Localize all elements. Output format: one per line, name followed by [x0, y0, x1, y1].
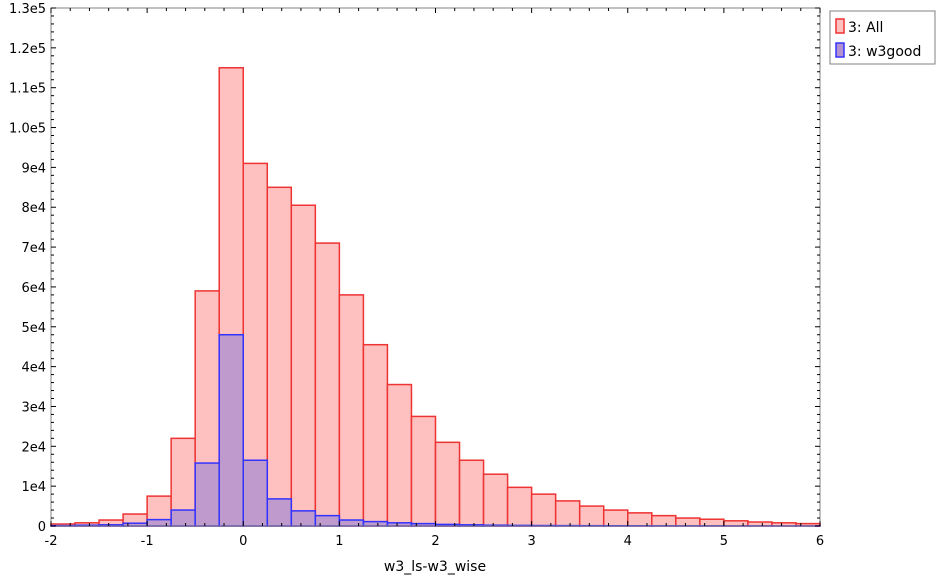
bar — [290, 204, 317, 527]
legend-label: 3: All — [848, 20, 883, 36]
y-tick-label: 1.2e5 — [9, 42, 46, 57]
x-tick-label: 3 — [527, 534, 535, 549]
bar — [482, 473, 509, 527]
y-tick-label: 8e4 — [21, 201, 46, 216]
y-tick-label: 9e4 — [21, 161, 46, 176]
bar — [362, 520, 389, 527]
y-tick-label: 1.0e5 — [9, 122, 46, 137]
bar — [362, 343, 389, 527]
y-tick-label: 4e4 — [21, 361, 46, 376]
bar — [506, 486, 533, 527]
bar — [338, 519, 365, 527]
x-tick-label: 4 — [624, 534, 632, 549]
legend-swatch — [835, 42, 845, 58]
y-tick-label: 5e4 — [21, 321, 46, 336]
y-tick-label: 2e4 — [21, 440, 46, 455]
bar — [410, 415, 437, 527]
bars-layer — [50, 67, 821, 527]
x-tick-label: -1 — [141, 534, 154, 549]
bar — [218, 333, 244, 527]
bar — [290, 510, 317, 527]
x-tick-label: 5 — [720, 534, 728, 549]
bar — [699, 518, 725, 527]
y-tick-label: 1e4 — [21, 480, 46, 495]
bar — [651, 514, 677, 527]
bar — [194, 462, 220, 527]
legend-box — [829, 10, 936, 65]
bar — [386, 383, 413, 527]
x-tick-label: 0 — [239, 534, 247, 549]
bar — [434, 441, 461, 527]
bar — [266, 498, 293, 527]
legend: 3: All 3: w3good — [829, 10, 936, 65]
x-tick-label: 2 — [431, 534, 439, 549]
bar — [627, 512, 653, 527]
bar — [554, 500, 581, 527]
bar — [170, 509, 196, 527]
bar — [266, 186, 293, 527]
bar — [602, 509, 629, 527]
y-tick-label: 3e4 — [21, 400, 46, 415]
x-tick-label: -2 — [45, 534, 58, 549]
bar — [242, 459, 269, 527]
y-tick-label: 1.3e5 — [9, 2, 46, 17]
x-tick-label: 1 — [335, 534, 343, 549]
x-tick-label: 6 — [816, 534, 824, 549]
x-axis-title: w3_ls-w3_wise — [384, 559, 486, 575]
axes-layer: 0 1e4 2e4 3e4 4e4 5e4 6e4 7e4 8e4 9e4 1.0e5 1.1e5 1.… — [9, 2, 824, 549]
bar — [530, 493, 557, 527]
legend-label: 3: w3good — [848, 44, 921, 60]
y-tick-label: 7e4 — [21, 241, 46, 256]
legend-swatch — [835, 18, 845, 34]
bar — [578, 505, 605, 527]
bar — [458, 459, 485, 527]
bar — [314, 514, 341, 527]
bar — [146, 518, 172, 527]
y-tick-label: 1.1e5 — [9, 82, 46, 97]
bar — [314, 242, 341, 527]
bar — [338, 294, 365, 527]
y-tick-label: 6e4 — [21, 281, 46, 296]
y-tick-label: 0 — [38, 520, 46, 535]
bar — [675, 517, 701, 527]
